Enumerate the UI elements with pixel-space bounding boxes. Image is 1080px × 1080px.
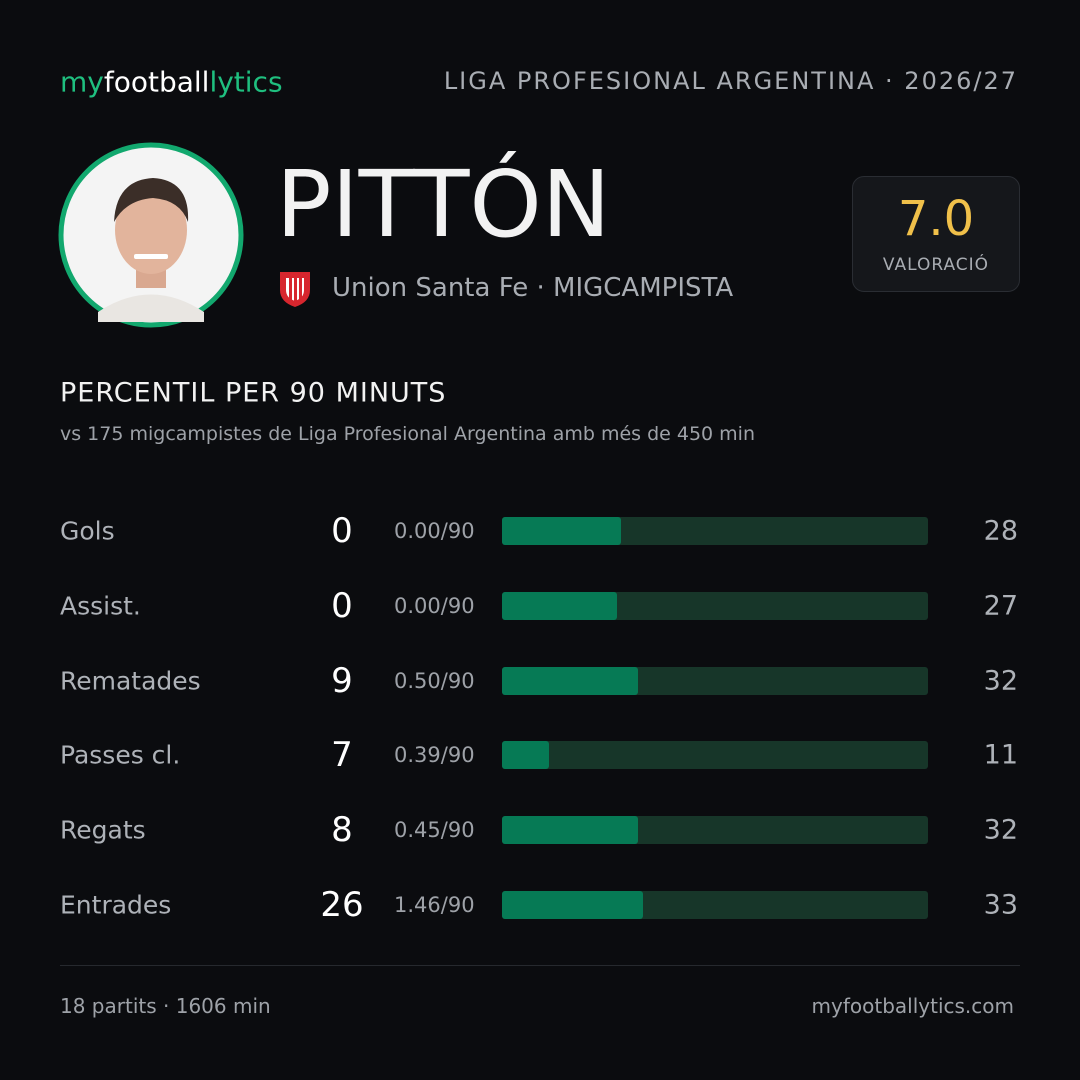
stat-per90: 0.39/90 — [394, 743, 475, 768]
logo-part: football — [103, 65, 210, 99]
stat-total: 9 — [331, 660, 353, 701]
logo: myfootballlytics — [60, 66, 283, 99]
stat-total: 7 — [331, 735, 353, 776]
bar-track — [502, 666, 928, 695]
rating-box: 7.0 VALORACIÓ — [852, 176, 1020, 292]
bar — [502, 517, 622, 545]
stat-percentile: 11 — [983, 739, 1018, 771]
stat-per90: 0.00/90 — [394, 519, 475, 543]
stat-percentile: 33 — [983, 889, 1018, 921]
stat-label: Gols — [60, 516, 115, 546]
bar — [502, 816, 639, 845]
stat-per90: 0.00/90 — [394, 593, 475, 618]
stat-percentile: 28 — [983, 515, 1018, 547]
stat-total: 26 — [320, 885, 364, 925]
stat-per90: 0.50/90 — [394, 668, 475, 693]
bar-track — [502, 741, 928, 770]
logo-part: my — [60, 65, 104, 99]
stat-label: Entrades — [60, 890, 172, 920]
bar-track — [502, 816, 928, 845]
stat-label: Rematades — [60, 666, 201, 696]
divider — [60, 965, 1020, 966]
stat-label: Assist. — [60, 591, 141, 621]
league: LIGA PROFESIONAL ARGENTINA · 2026/27 — [443, 67, 1018, 95]
stat-label: Passes cl. — [60, 740, 181, 770]
bar — [502, 666, 639, 695]
footer-site: myfootballytics.com — [811, 994, 1014, 1018]
player-name: PITTÓN — [276, 151, 611, 258]
player-photo — [58, 142, 244, 328]
stat-total: 0 — [331, 585, 353, 626]
rating: 7.0 — [897, 191, 975, 247]
stat-label: Regats — [60, 815, 146, 845]
stat-total: 0 — [331, 511, 353, 551]
footer-summary: 18 partits · 1606 min — [60, 994, 271, 1018]
stat-percentile: 32 — [983, 665, 1018, 697]
stat-total: 8 — [331, 810, 353, 851]
bar — [502, 891, 643, 919]
club-role: Union Santa Fe · MIGCAMPISTA — [332, 273, 734, 303]
club-badge — [280, 272, 310, 307]
bar — [502, 741, 549, 770]
stat-per90: 0.45/90 — [394, 818, 475, 843]
rating-label: VALORACIÓ — [882, 255, 990, 275]
section-subtitle: vs 175 migcampistes de Liga Profesional … — [60, 423, 756, 445]
section-title: PERCENTIL PER 90 MINUTS — [60, 377, 447, 409]
stat-percentile: 32 — [983, 814, 1018, 846]
stat-per90: 1.46/90 — [394, 893, 475, 917]
logo-part: lytics — [209, 65, 283, 99]
bar-track — [502, 891, 928, 919]
bar-track — [502, 517, 928, 545]
bar — [502, 591, 618, 620]
stat-percentile: 27 — [983, 590, 1018, 622]
bar-track — [502, 591, 928, 620]
